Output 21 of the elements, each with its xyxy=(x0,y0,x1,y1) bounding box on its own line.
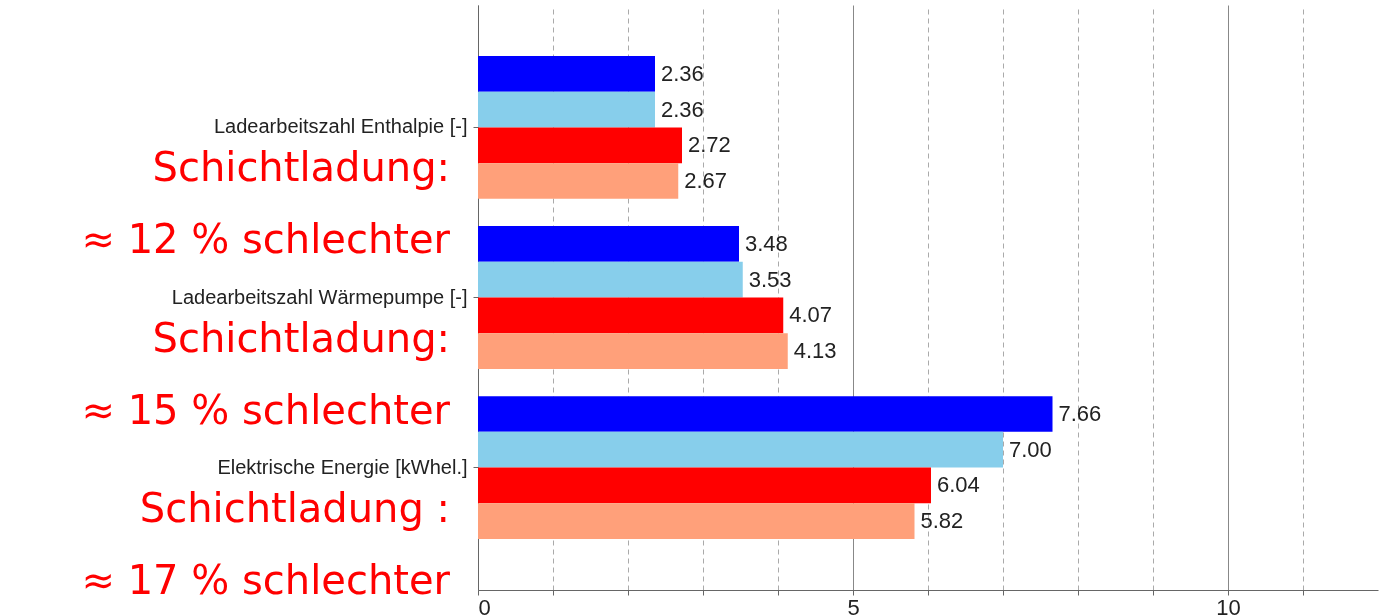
data-label: 7.66 xyxy=(1058,400,1102,426)
text: Schichtladung: ≈ 12 % schlechter xyxy=(81,144,451,263)
data-label: 3.48 xyxy=(745,230,788,256)
data-label: 3.53 xyxy=(748,266,792,292)
data-label: 5.82 xyxy=(920,508,964,534)
data-label: 2.72 xyxy=(688,132,731,158)
y-tick-label: Elektrische Energie [kWhel.] xyxy=(217,455,468,478)
data-label: 6.04 xyxy=(937,472,980,498)
data-label: 7.00 xyxy=(1009,436,1052,462)
x-tick-label: 0 xyxy=(478,594,491,616)
data-label: 2.36 xyxy=(661,60,704,86)
data-label: 2.67 xyxy=(684,168,728,194)
data-label: 2.36 xyxy=(661,96,704,122)
data-label: 4.13 xyxy=(793,338,837,364)
x-tick-label: 5 xyxy=(847,594,860,616)
x-tick-label: 10 xyxy=(1216,594,1241,616)
text: Schichtladung: ≈ 15 % schlechter xyxy=(81,314,451,433)
y-tick-label: Ladearbeitszahl Enthalpie [-] xyxy=(214,115,468,138)
y-tick-label: Ladearbeitszahl Wärmepumpe [-] xyxy=(171,285,468,308)
data-label: 4.07 xyxy=(789,302,833,328)
text: Schichtladung : ≈ 17 % schlechter xyxy=(81,484,451,603)
